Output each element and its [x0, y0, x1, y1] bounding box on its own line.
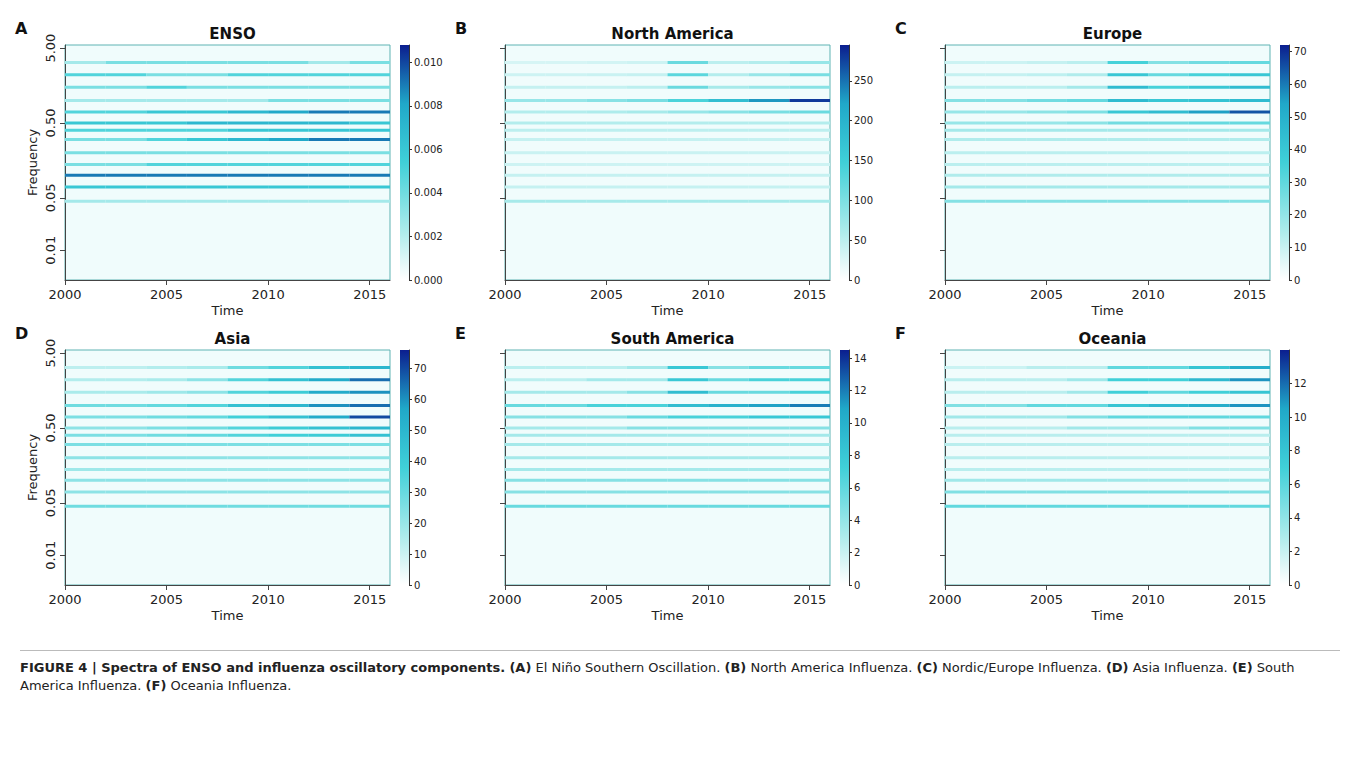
svg-text:0.010: 0.010	[414, 57, 443, 68]
svg-text:0: 0	[854, 580, 860, 591]
svg-text:B: B	[455, 19, 467, 38]
svg-text:2000: 2000	[48, 592, 81, 607]
svg-text:2015: 2015	[353, 287, 386, 302]
svg-text:12: 12	[854, 385, 867, 396]
svg-text:C: C	[895, 19, 907, 38]
svg-text:0.50: 0.50	[43, 109, 58, 138]
svg-text:0.008: 0.008	[414, 100, 443, 111]
svg-text:40: 40	[1294, 144, 1307, 155]
svg-text:0: 0	[414, 580, 420, 591]
svg-text:2010: 2010	[692, 287, 725, 302]
svg-text:10: 10	[854, 417, 867, 428]
svg-text:100: 100	[854, 195, 873, 206]
svg-text:Time: Time	[1091, 608, 1124, 623]
svg-text:40: 40	[414, 456, 427, 467]
svg-text:2010: 2010	[692, 592, 725, 607]
svg-text:North America: North America	[611, 25, 733, 43]
svg-text:30: 30	[1294, 177, 1307, 188]
svg-text:South America: South America	[611, 330, 735, 348]
svg-text:50: 50	[1294, 111, 1307, 122]
svg-text:Asia: Asia	[215, 330, 251, 348]
svg-text:0.01: 0.01	[43, 236, 58, 265]
html-text:FIGURE 4 | Spectra of ENSO and: FIGURE 4 | Spectra of ENSO and influenza…	[20, 660, 1295, 693]
svg-text:Frequency: Frequency	[25, 129, 40, 196]
svg-text:Europe: Europe	[1083, 25, 1143, 43]
svg-text:0.50: 0.50	[43, 414, 58, 443]
svg-text:10: 10	[1294, 412, 1307, 423]
svg-text:D: D	[15, 324, 28, 343]
svg-text:0: 0	[1294, 580, 1300, 591]
svg-text:150: 150	[854, 155, 873, 166]
svg-text:A: A	[15, 19, 28, 38]
svg-text:Time: Time	[651, 608, 684, 623]
svg-text:14: 14	[854, 353, 867, 364]
svg-text:2015: 2015	[1233, 592, 1266, 607]
svg-text:Time: Time	[1091, 303, 1124, 318]
svg-text:ENSO: ENSO	[209, 25, 255, 43]
svg-text:20: 20	[1294, 209, 1307, 220]
svg-text:2005: 2005	[1030, 287, 1063, 302]
svg-text:4: 4	[1294, 512, 1300, 523]
svg-text:Oceania: Oceania	[1079, 330, 1147, 348]
svg-text:250: 250	[854, 75, 873, 86]
svg-text:Time: Time	[211, 608, 244, 623]
svg-text:50: 50	[414, 425, 427, 436]
svg-text:8: 8	[1294, 445, 1300, 456]
svg-text:0.05: 0.05	[43, 183, 58, 212]
svg-text:6: 6	[854, 482, 860, 493]
svg-text:2000: 2000	[48, 287, 81, 302]
svg-text:2010: 2010	[1132, 287, 1165, 302]
svg-text:12: 12	[1294, 378, 1307, 389]
svg-text:60: 60	[1294, 79, 1307, 90]
svg-text:Time: Time	[651, 303, 684, 318]
svg-text:0: 0	[1294, 275, 1300, 286]
svg-text:4: 4	[854, 515, 860, 526]
svg-text:2015: 2015	[353, 592, 386, 607]
svg-text:2005: 2005	[590, 592, 623, 607]
svg-text:F: F	[895, 324, 906, 343]
svg-text:2010: 2010	[1132, 592, 1165, 607]
svg-text:2015: 2015	[1233, 287, 1266, 302]
svg-text:70: 70	[414, 363, 427, 374]
svg-text:2: 2	[1294, 546, 1300, 557]
svg-text:6: 6	[1294, 479, 1300, 490]
svg-text:0.000: 0.000	[414, 275, 443, 286]
svg-text:10: 10	[414, 549, 427, 560]
svg-text:2005: 2005	[150, 592, 183, 607]
svg-text:5.00: 5.00	[43, 34, 58, 63]
svg-text:0: 0	[854, 275, 860, 286]
svg-text:20: 20	[414, 518, 427, 529]
svg-text:2005: 2005	[590, 287, 623, 302]
svg-text:2015: 2015	[793, 592, 826, 607]
svg-text:2005: 2005	[1030, 592, 1063, 607]
svg-text:2000: 2000	[488, 287, 521, 302]
svg-text:2005: 2005	[150, 287, 183, 302]
svg-text:5.00: 5.00	[43, 339, 58, 368]
svg-text:10: 10	[1294, 242, 1307, 253]
svg-text:50: 50	[854, 235, 867, 246]
svg-text:2010: 2010	[252, 287, 285, 302]
svg-text:2000: 2000	[928, 287, 961, 302]
svg-text:2015: 2015	[793, 287, 826, 302]
svg-text:2: 2	[854, 547, 860, 558]
svg-text:Time: Time	[211, 303, 244, 318]
svg-text:8: 8	[854, 450, 860, 461]
svg-text:30: 30	[414, 487, 427, 498]
svg-text:0.05: 0.05	[43, 488, 58, 517]
svg-text:60: 60	[414, 394, 427, 405]
svg-text:70: 70	[1294, 46, 1307, 57]
svg-text:Frequency: Frequency	[25, 434, 40, 501]
svg-text:200: 200	[854, 115, 873, 126]
svg-text:2000: 2000	[488, 592, 521, 607]
svg-text:0.01: 0.01	[43, 541, 58, 570]
svg-text:E: E	[455, 324, 466, 343]
svg-text:0.004: 0.004	[414, 187, 443, 198]
svg-text:2000: 2000	[928, 592, 961, 607]
svg-text:0.002: 0.002	[414, 231, 443, 242]
svg-text:0.006: 0.006	[414, 144, 443, 155]
svg-text:2010: 2010	[252, 592, 285, 607]
